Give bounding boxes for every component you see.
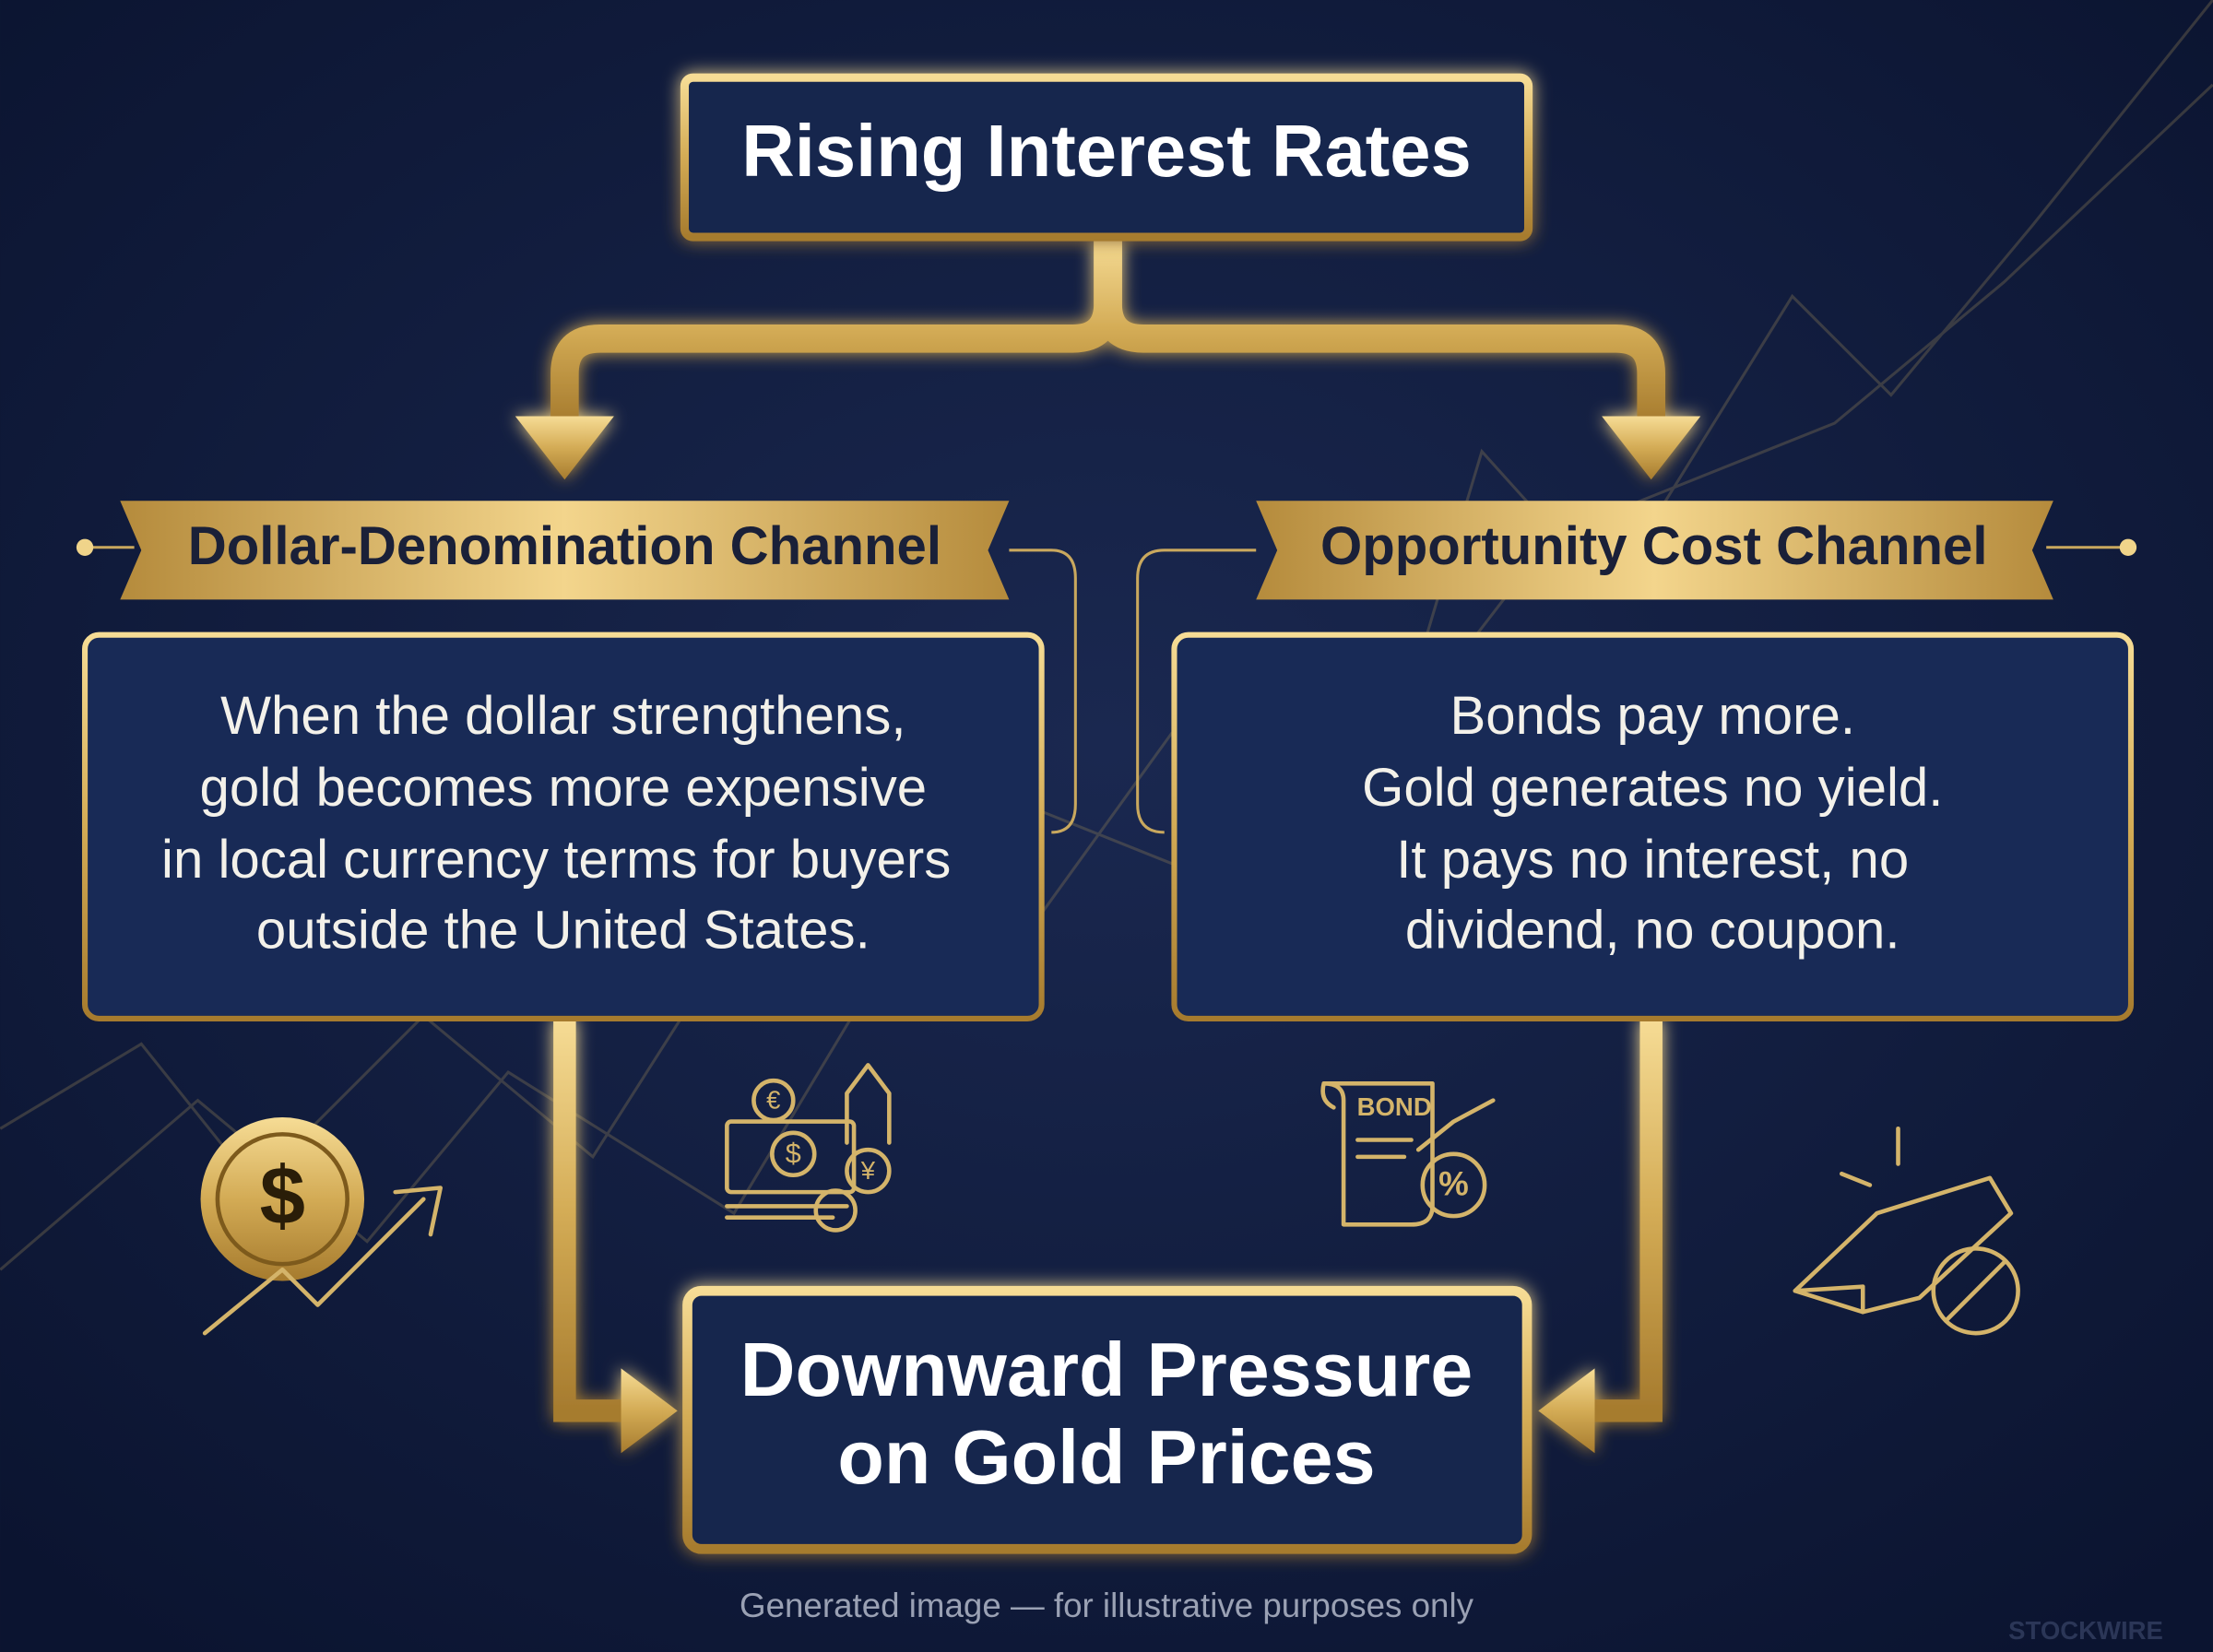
side-lines xyxy=(85,546,2128,834)
gold-bar-icon xyxy=(1793,1126,2020,1336)
channel-label: Dollar-Denomination Channel xyxy=(188,516,941,576)
channel-text: Bonds pay more. xyxy=(1450,686,1855,746)
channel-text: gold becomes more expensive xyxy=(200,758,928,818)
icon-text: ¥ xyxy=(860,1156,876,1185)
channel-text: dividend, no coupon. xyxy=(1405,900,1900,960)
top-box xyxy=(680,73,1533,242)
connectors xyxy=(515,237,1701,1454)
bond-icon: BOND % xyxy=(1320,1080,1496,1227)
dollar-icon: $ xyxy=(200,1117,443,1336)
channel-text: It pays no interest, no xyxy=(1396,830,1909,890)
top-title: Rising Interest Rates xyxy=(741,110,1471,192)
channel-text: Gold generates no yield. xyxy=(1362,758,1943,818)
channel-text: in local currency terms for buyers xyxy=(161,830,951,890)
icon-text: € xyxy=(766,1085,780,1114)
channel-text: outside the United States. xyxy=(256,900,870,960)
currency-icon: € $ ¥ xyxy=(725,1063,892,1233)
dot xyxy=(76,538,94,556)
channel-ribbon xyxy=(1256,501,2053,600)
footer: Generated image — for illustrative purpo… xyxy=(740,1587,1474,1624)
icon-text: $ xyxy=(786,1138,801,1169)
icon-text: $ xyxy=(260,1150,305,1241)
watermark: STOCKWIRE xyxy=(2008,1616,2163,1645)
result-text: on Gold Prices xyxy=(837,1414,1375,1500)
dot xyxy=(2119,538,2137,556)
channel-label: Opportunity Cost Channel xyxy=(1320,516,1987,576)
icon-text: BOND xyxy=(1357,1092,1432,1121)
icon-text: % xyxy=(1438,1165,1469,1203)
channel-text: When the dollar strengthens, xyxy=(220,686,905,746)
channel-ribbon xyxy=(120,501,1010,600)
channel-box xyxy=(81,631,1045,1021)
channel-box xyxy=(1171,631,2135,1021)
result-text: Downward Pressure xyxy=(740,1327,1473,1412)
result-box xyxy=(682,1285,1533,1554)
